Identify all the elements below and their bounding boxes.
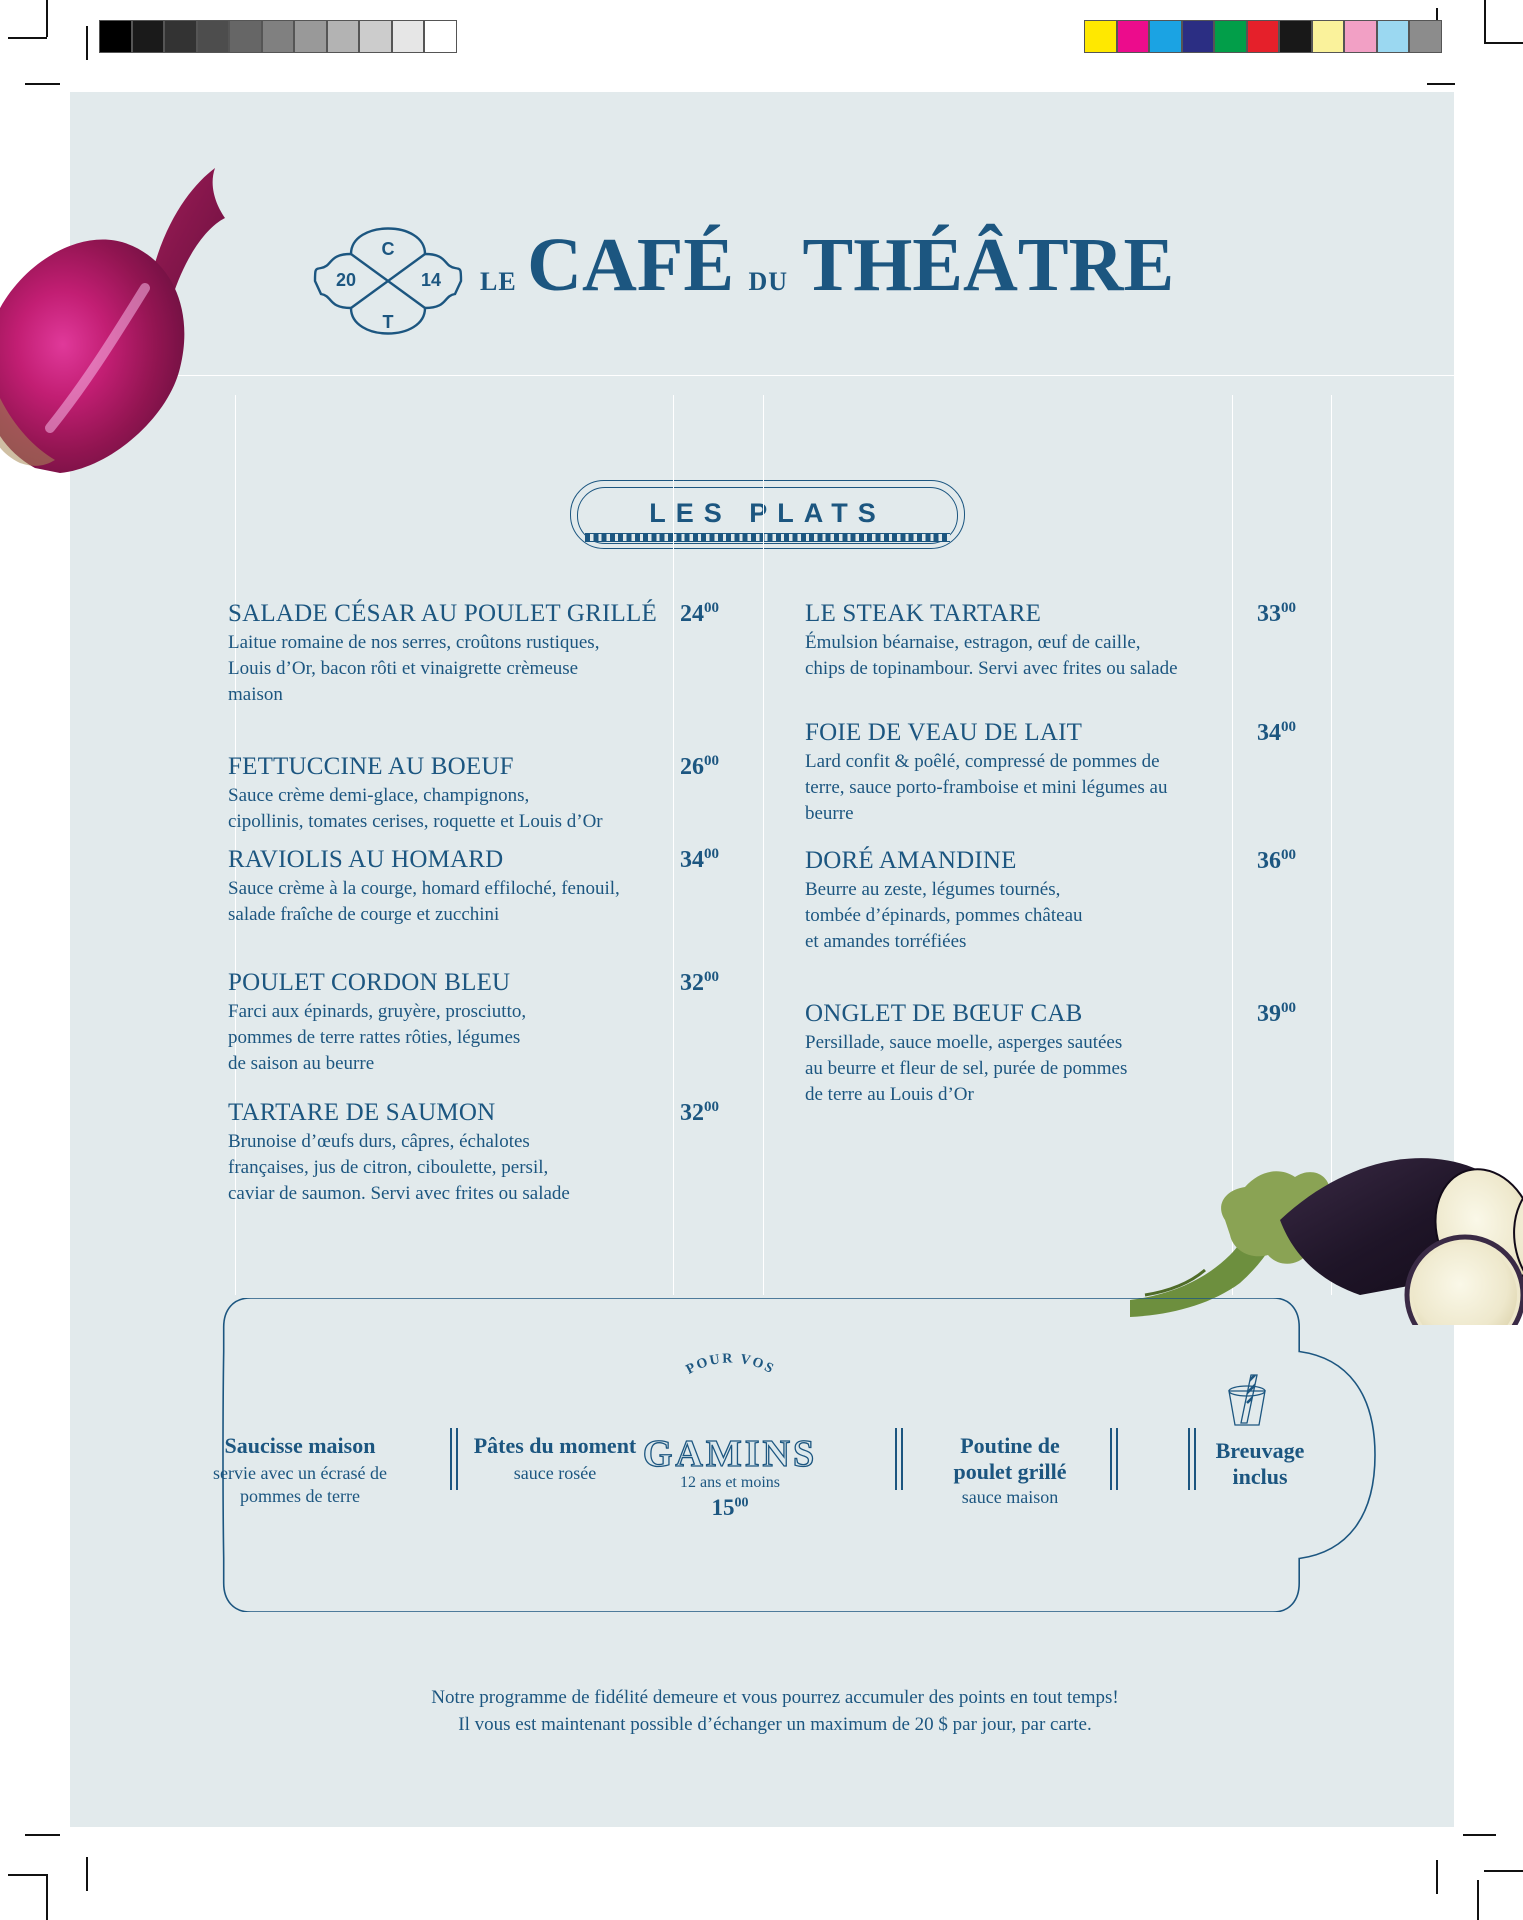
svg-text:T: T <box>383 312 394 332</box>
svg-text:14: 14 <box>421 270 441 290</box>
svg-text:C: C <box>382 239 395 259</box>
svg-text:20: 20 <box>336 270 356 290</box>
